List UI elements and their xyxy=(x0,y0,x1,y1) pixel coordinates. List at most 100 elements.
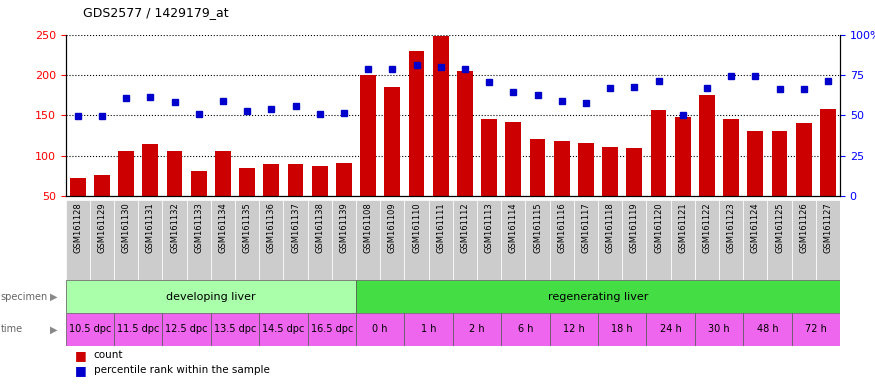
Text: GSM161120: GSM161120 xyxy=(654,202,663,253)
Text: regenerating liver: regenerating liver xyxy=(548,291,648,302)
Text: 2 h: 2 h xyxy=(469,324,485,334)
Bar xyxy=(384,87,400,236)
Bar xyxy=(743,200,767,280)
Text: 6 h: 6 h xyxy=(518,324,533,334)
Bar xyxy=(550,200,574,280)
Bar xyxy=(481,119,497,236)
Bar xyxy=(308,313,356,346)
Bar xyxy=(453,200,477,280)
Bar xyxy=(70,178,86,236)
Text: GSM161129: GSM161129 xyxy=(97,202,107,253)
Bar xyxy=(647,313,695,346)
Text: ■: ■ xyxy=(74,364,86,377)
Bar xyxy=(186,200,211,280)
Bar xyxy=(772,131,788,236)
Text: GSM161115: GSM161115 xyxy=(533,202,542,253)
Bar xyxy=(409,51,424,236)
Bar xyxy=(284,200,308,280)
Bar xyxy=(602,147,618,236)
Bar xyxy=(211,200,235,280)
Bar xyxy=(501,200,525,280)
Bar xyxy=(114,200,138,280)
Text: 18 h: 18 h xyxy=(612,324,633,334)
Bar xyxy=(719,200,743,280)
Text: 14.5 dpc: 14.5 dpc xyxy=(262,324,304,334)
Bar xyxy=(143,144,158,236)
Bar xyxy=(574,200,598,280)
Bar xyxy=(578,144,594,236)
Text: 12.5 dpc: 12.5 dpc xyxy=(165,324,208,334)
Bar xyxy=(820,109,836,236)
Text: GSM161123: GSM161123 xyxy=(726,202,736,253)
Text: GSM161124: GSM161124 xyxy=(751,202,760,253)
Bar xyxy=(695,200,719,280)
Text: count: count xyxy=(94,350,123,360)
Bar xyxy=(598,200,622,280)
Bar xyxy=(356,280,840,313)
Text: developing liver: developing liver xyxy=(166,291,256,302)
Text: GSM161134: GSM161134 xyxy=(219,202,228,253)
Bar xyxy=(90,200,114,280)
Bar xyxy=(550,313,598,346)
Bar xyxy=(404,313,453,346)
Bar xyxy=(529,139,545,236)
Bar xyxy=(501,313,550,346)
Text: GSM161117: GSM161117 xyxy=(581,202,591,253)
Text: 0 h: 0 h xyxy=(373,324,388,334)
Text: 12 h: 12 h xyxy=(563,324,584,334)
Bar xyxy=(699,95,715,236)
Bar xyxy=(622,200,647,280)
Bar xyxy=(675,117,690,236)
Text: GSM161138: GSM161138 xyxy=(315,202,325,253)
Bar xyxy=(626,148,642,236)
Text: GSM161126: GSM161126 xyxy=(799,202,808,253)
Bar xyxy=(453,313,501,346)
Text: GSM161122: GSM161122 xyxy=(703,202,711,253)
Bar xyxy=(724,119,739,236)
Text: percentile rank within the sample: percentile rank within the sample xyxy=(94,366,270,376)
Text: GSM161111: GSM161111 xyxy=(437,202,445,253)
Bar xyxy=(215,151,231,236)
Text: GDS2577 / 1429179_at: GDS2577 / 1429179_at xyxy=(83,6,228,19)
Text: GSM161125: GSM161125 xyxy=(775,202,784,253)
Bar xyxy=(312,166,327,236)
Bar xyxy=(94,175,109,236)
Bar xyxy=(433,36,449,236)
Text: GSM161135: GSM161135 xyxy=(242,202,252,253)
Text: 72 h: 72 h xyxy=(805,324,827,334)
Text: GSM161109: GSM161109 xyxy=(388,202,397,253)
Text: GSM161121: GSM161121 xyxy=(678,202,687,253)
Bar xyxy=(332,200,356,280)
Bar xyxy=(66,313,114,346)
Bar xyxy=(477,200,501,280)
Bar xyxy=(816,200,840,280)
Bar xyxy=(429,200,453,280)
Text: GSM161110: GSM161110 xyxy=(412,202,421,253)
Text: GSM161137: GSM161137 xyxy=(291,202,300,253)
Text: GSM161133: GSM161133 xyxy=(194,202,203,253)
Bar xyxy=(767,200,792,280)
Bar xyxy=(118,151,134,236)
Text: GSM161127: GSM161127 xyxy=(823,202,832,253)
Text: GSM161128: GSM161128 xyxy=(74,202,82,253)
Text: GSM161136: GSM161136 xyxy=(267,202,276,253)
Text: GSM161114: GSM161114 xyxy=(508,202,518,253)
Bar xyxy=(506,122,522,236)
Bar xyxy=(191,171,206,236)
Text: time: time xyxy=(1,324,23,334)
Text: ▶: ▶ xyxy=(50,291,58,302)
Bar xyxy=(404,200,429,280)
Bar xyxy=(647,200,670,280)
Bar xyxy=(308,200,332,280)
Bar xyxy=(670,200,695,280)
Bar xyxy=(381,200,404,280)
Bar xyxy=(336,163,352,236)
Text: GSM161108: GSM161108 xyxy=(364,202,373,253)
Bar xyxy=(598,313,647,346)
Text: GSM161119: GSM161119 xyxy=(630,202,639,253)
Bar xyxy=(554,141,570,236)
Text: 30 h: 30 h xyxy=(708,324,730,334)
Bar xyxy=(747,131,763,236)
Text: 48 h: 48 h xyxy=(757,324,778,334)
Bar xyxy=(356,313,404,346)
